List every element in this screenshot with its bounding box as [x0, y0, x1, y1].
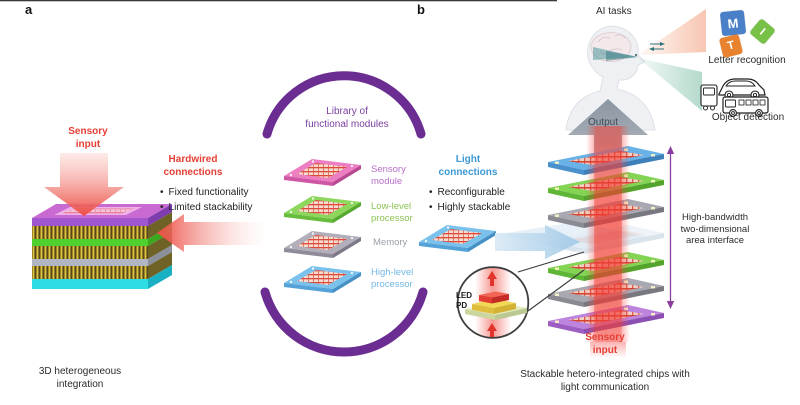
tram-icon	[700, 84, 718, 111]
module-label-high-level: High-level processor	[371, 267, 414, 290]
hardwired-arrow-left-icon	[157, 214, 264, 252]
object-beam	[638, 58, 702, 111]
bullet-text: Highly stackable	[437, 202, 511, 213]
light-bullet-list: Reconfigurable Highly stackable	[429, 186, 511, 216]
light-connection-chip	[419, 225, 496, 252]
bullet-text: Limited stackability	[168, 202, 253, 213]
sensory-input-label-a: Sensory input	[68, 126, 108, 150]
ai-tasks-title: AI tasks	[596, 6, 632, 17]
area-interface-measure-arrow	[666, 146, 675, 309]
data-exchange-arrows-icon	[649, 42, 665, 51]
module-label-memory: Memory	[373, 237, 408, 248]
light-connections-title: Light connections	[438, 154, 498, 178]
bullet-item: Limited stackability	[160, 201, 253, 214]
bullet-item: Reconfigurable	[429, 186, 510, 199]
output-label: Output	[587, 117, 619, 128]
bus-icon	[722, 96, 769, 117]
car-icon	[718, 78, 766, 100]
module-label-low-level: Low-level processor	[371, 201, 413, 224]
light-connection-arrow-right-icon	[495, 225, 580, 259]
bullet-text: Reconfigurable	[437, 187, 505, 198]
low-level-processor-chip	[284, 196, 361, 223]
pd-label: PD	[456, 301, 468, 310]
panel-a-caption: 3D heterogeneous integration	[38, 366, 122, 390]
library-title: Library of functional modules	[305, 106, 389, 130]
sensory-module-chip	[284, 159, 361, 186]
bullet-item: Fixed functionality	[160, 186, 252, 199]
panel-b-caption: Stackable hetero-integrated chips with l…	[520, 369, 690, 393]
library-arc-top	[262, 71, 426, 139]
area-interface-label: High-bandwidth two-dimensional area inte…	[680, 212, 750, 247]
sensory-input-label-b: Sensory input	[585, 332, 625, 356]
sensory-input-arrow-down-icon	[44, 153, 124, 216]
module-label-sensory: Sensory module	[371, 164, 406, 187]
hardwired-connections-title: Hardwired connections	[163, 154, 223, 178]
memory-chip	[284, 231, 361, 258]
led-pd-inset	[456, 251, 585, 339]
letter-block-m: M	[719, 9, 747, 37]
library-arc-bottom	[260, 287, 428, 357]
bullet-item: Highly stackable	[429, 201, 511, 214]
led-label: LED	[456, 291, 472, 300]
object-detection-label: Object detection	[711, 112, 785, 123]
hardwired-bullet-list: Fixed functionality Limited stackability	[160, 186, 253, 216]
object-detection-icons	[700, 78, 769, 117]
panel-a-label: a	[25, 2, 33, 17]
ai-task-beams	[638, 9, 706, 111]
bullet-text: Fixed functionality	[168, 187, 249, 198]
emission-arrow-icons	[487, 271, 497, 337]
letter-recognition-label: Letter recognition	[708, 55, 786, 66]
led-pd-device	[465, 291, 527, 320]
inset-callout-lines	[517, 251, 585, 312]
optical-beam	[586, 126, 630, 358]
3d-chip-stack-illustration	[32, 204, 172, 289]
top-border-line	[0, 0, 557, 2]
panel-b-label: b	[417, 2, 425, 17]
high-level-processor-chip	[284, 266, 361, 293]
letter-beam	[638, 9, 706, 55]
human-head-illustration	[565, 25, 656, 131]
